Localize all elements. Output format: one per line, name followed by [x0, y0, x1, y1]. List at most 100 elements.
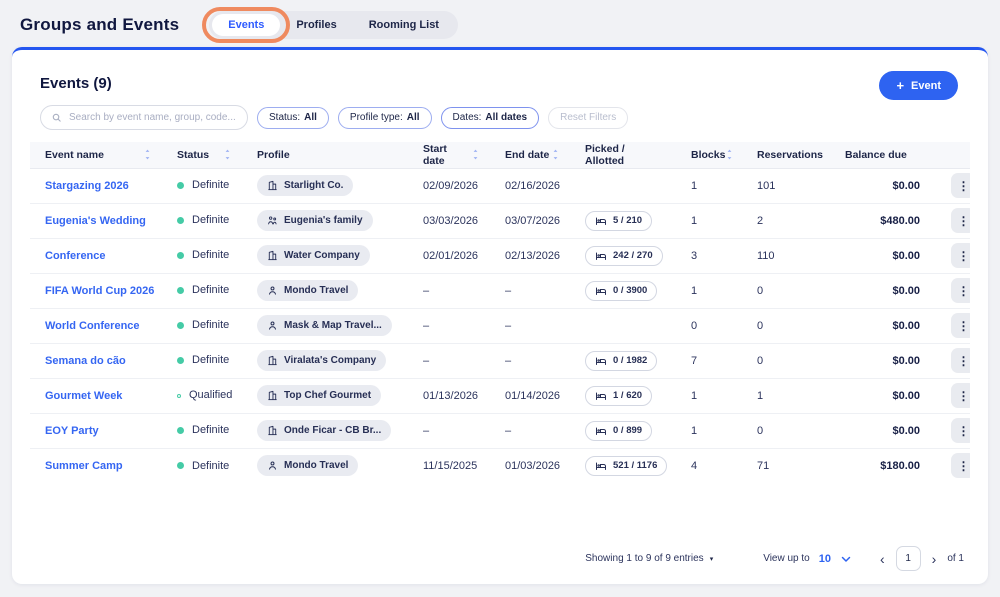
- profile-chip: Mondo Travel: [257, 455, 358, 476]
- sort-icon: [471, 148, 480, 161]
- status-label: Definite: [192, 250, 229, 262]
- kebab-icon: ⋮: [958, 249, 970, 263]
- end-date-cell: –: [490, 308, 570, 343]
- column-label: Reservations: [757, 149, 823, 161]
- event-name-link[interactable]: Summer Camp: [45, 460, 123, 472]
- page-size-value[interactable]: 10: [819, 553, 831, 565]
- bed-icon: [595, 390, 607, 402]
- event-name-link[interactable]: World Conference: [45, 320, 140, 332]
- showing-entries-dropdown[interactable]: Showing 1 to 9 of 9 entries ▾: [585, 553, 713, 564]
- top-bar: Groups and Events Events Profiles Roomin…: [0, 0, 1000, 39]
- end-date-cell: 02/16/2026: [490, 168, 570, 203]
- event-name-link[interactable]: Conference: [45, 250, 106, 262]
- row-actions-button[interactable]: ⋮: [951, 313, 970, 338]
- profile-chip: Viralata's Company: [257, 350, 386, 371]
- reset-filters-button[interactable]: Reset Filters: [548, 107, 628, 129]
- dates-filter-label: Dates:: [453, 112, 482, 123]
- event-name-link[interactable]: Eugenia's Wedding: [45, 215, 146, 227]
- kebab-icon: ⋮: [958, 319, 970, 333]
- row-actions-button[interactable]: ⋮: [951, 453, 970, 478]
- total-pages-label: of 1: [947, 553, 964, 564]
- column-header-start-date[interactable]: Start date: [408, 142, 490, 168]
- profile-chip: Water Company: [257, 245, 370, 266]
- filter-toolbar: Status: All Profile type: All Dates: All…: [40, 105, 960, 130]
- profile-type-filter-chip[interactable]: Profile type: All: [338, 107, 432, 129]
- balance-due-cell: $180.00: [830, 448, 922, 483]
- picked-allotted-chip: 0 / 3900: [585, 281, 657, 301]
- table-row: Semana do cão Definite Viralata's Compan…: [30, 343, 970, 378]
- balance-due-cell: $0.00: [830, 413, 922, 448]
- blocks-cell: 1: [676, 168, 742, 203]
- column-label: Status: [177, 149, 209, 161]
- chevron-down-icon[interactable]: [840, 553, 852, 565]
- event-name-link[interactable]: Semana do cão: [45, 355, 126, 367]
- column-header-event-name[interactable]: Event name: [30, 142, 162, 168]
- column-header-blocks[interactable]: Blocks: [676, 142, 742, 168]
- building-icon: [267, 390, 278, 401]
- status-dot: [177, 462, 184, 469]
- column-label: Profile: [257, 149, 290, 161]
- status-label: Definite: [192, 425, 229, 437]
- end-date-cell: 01/14/2026: [490, 378, 570, 413]
- row-actions-button[interactable]: ⋮: [951, 208, 970, 233]
- search-input[interactable]: [69, 112, 237, 123]
- row-actions-button[interactable]: ⋮: [951, 418, 970, 443]
- end-date-cell: 02/13/2026: [490, 238, 570, 273]
- column-header-end-date[interactable]: End date: [490, 142, 570, 168]
- profile-chip: Mask & Map Travel...: [257, 315, 392, 336]
- status-label: Definite: [192, 460, 229, 472]
- start-date-cell: –: [408, 273, 490, 308]
- status-dot: [177, 217, 184, 224]
- row-actions-button[interactable]: ⋮: [951, 173, 970, 198]
- balance-due-cell: $0.00: [830, 273, 922, 308]
- blocks-cell: 4: [676, 448, 742, 483]
- start-date-cell: 03/03/2026: [408, 203, 490, 238]
- start-date-cell: 02/01/2026: [408, 238, 490, 273]
- status-label: Definite: [192, 215, 229, 227]
- next-page-button[interactable]: ›: [932, 552, 937, 566]
- pagination-bar: Showing 1 to 9 of 9 entries ▾ View up to…: [585, 546, 964, 571]
- blocks-cell: 1: [676, 413, 742, 448]
- event-name-link[interactable]: EOY Party: [45, 425, 99, 437]
- kebab-icon: ⋮: [958, 459, 970, 473]
- status-filter-label: Status:: [269, 112, 300, 123]
- previous-page-button[interactable]: ‹: [880, 552, 885, 566]
- dates-filter-chip[interactable]: Dates: All dates: [441, 107, 540, 129]
- add-event-button[interactable]: + Event: [879, 71, 958, 100]
- table-row: Conference Definite Water Company 02/01/…: [30, 238, 970, 273]
- tab-profiles[interactable]: Profiles: [280, 14, 352, 36]
- row-actions-button[interactable]: ⋮: [951, 243, 970, 268]
- current-page-box[interactable]: 1: [896, 546, 921, 571]
- status-dot: [177, 357, 184, 364]
- row-actions-button[interactable]: ⋮: [951, 348, 970, 373]
- table-row: EOY Party Definite Onde Ficar - CB Br...…: [30, 413, 970, 448]
- profile-chip: Eugenia's family: [257, 210, 373, 231]
- profile-name: Mondo Travel: [284, 460, 348, 471]
- search-box: [40, 105, 248, 130]
- status-label: Definite: [192, 285, 229, 297]
- status-filter-chip[interactable]: Status: All: [257, 107, 329, 129]
- tab-events[interactable]: Events: [212, 14, 280, 36]
- table-header-row: Event name Status Profile Start date End…: [30, 142, 970, 168]
- start-date-cell: –: [408, 413, 490, 448]
- tab-rooming-list[interactable]: Rooming List: [353, 14, 455, 36]
- kebab-icon: ⋮: [958, 354, 970, 368]
- balance-due-cell: $480.00: [830, 203, 922, 238]
- person-icon: [267, 460, 278, 471]
- end-date-cell: 03/07/2026: [490, 203, 570, 238]
- event-name-link[interactable]: Gourmet Week: [45, 390, 122, 402]
- row-actions-button[interactable]: ⋮: [951, 278, 970, 303]
- table-row: World Conference Definite Mask & Map Tra…: [30, 308, 970, 343]
- dates-filter-value: All dates: [485, 112, 527, 123]
- start-date-cell: –: [408, 343, 490, 378]
- status-dot: [177, 394, 181, 398]
- event-name-link[interactable]: Stargazing 2026: [45, 180, 129, 192]
- profile-name: Top Chef Gourmet: [284, 390, 371, 401]
- event-name-link[interactable]: FIFA World Cup 2026: [45, 285, 154, 297]
- column-header-status[interactable]: Status: [162, 142, 242, 168]
- row-actions-button[interactable]: ⋮: [951, 383, 970, 408]
- pager: ‹ 1 › of 1: [880, 546, 964, 571]
- profile-name: Mask & Map Travel...: [284, 320, 382, 331]
- sort-icon: [223, 148, 232, 161]
- reservations-cell: 0: [742, 273, 830, 308]
